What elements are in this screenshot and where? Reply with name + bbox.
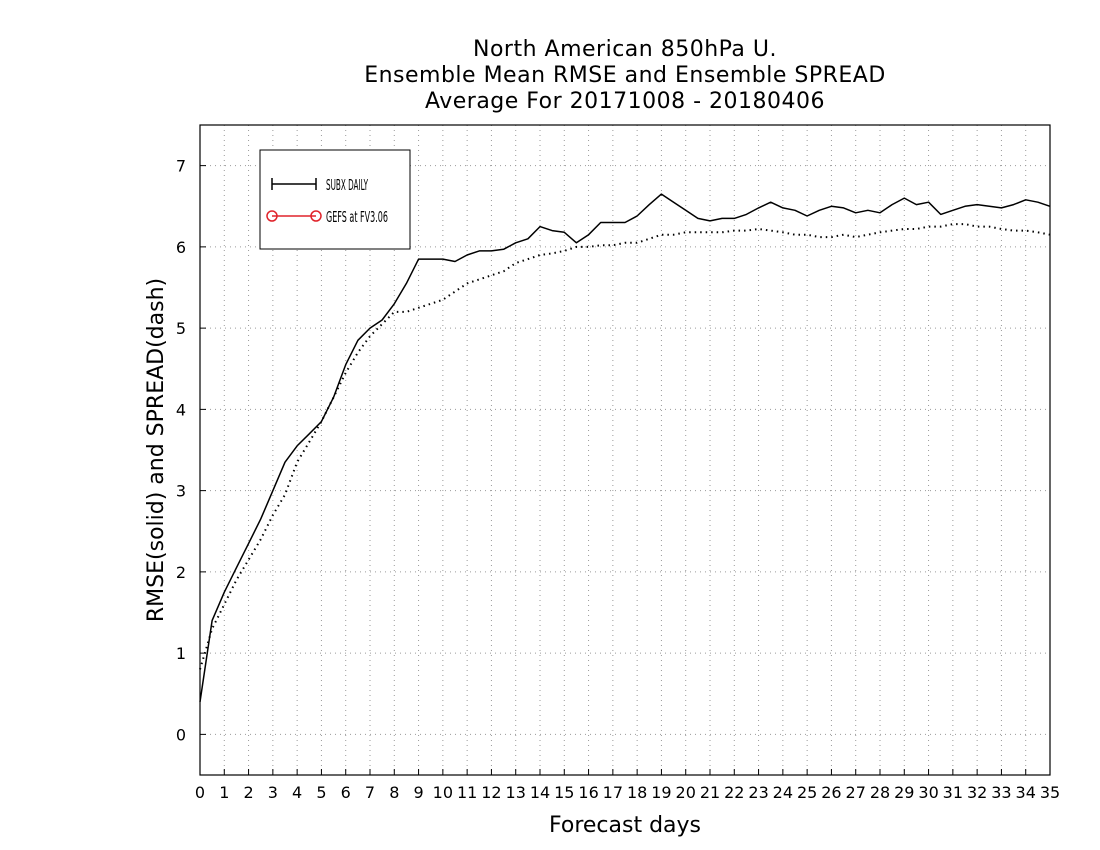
x-tick-label: 0 (195, 783, 205, 802)
chart-title-line-3: Average For 20171008 - 20180406 (424, 89, 826, 114)
legend-circle-marker-icon (266, 210, 278, 222)
y-axis-label: RMSE(solid) and SPREAD(dash) (144, 278, 169, 622)
x-tick-label: 34 (1016, 783, 1036, 802)
x-axis-ticks: 0 1 2 3 4 5 6 7 8 9 10 11 12 13 14 15 16 17 18 19 20 21 22 23 24… (195, 769, 1060, 802)
legend-label-gefs: GEFS at FV3.06 (326, 208, 388, 226)
x-tick-label: 6 (341, 783, 351, 802)
x-tick-label: 19 (651, 783, 671, 802)
legend-plus-marker-icon (271, 178, 317, 190)
y-tick-label: 0 (176, 725, 186, 744)
x-tick-label: 3 (268, 783, 278, 802)
x-tick-label: 22 (724, 783, 744, 802)
x-tick-label: 7 (365, 783, 375, 802)
x-tick-label: 29 (894, 783, 914, 802)
x-tick-label: 11 (457, 783, 477, 802)
x-tick-label: 1 (219, 783, 229, 802)
x-tick-label: 26 (821, 783, 841, 802)
x-tick-label: 5 (316, 783, 326, 802)
grid-lines (200, 125, 1050, 775)
x-tick-label: 28 (870, 783, 890, 802)
x-tick-label: 21 (700, 783, 720, 802)
x-tick-label: 16 (578, 783, 598, 802)
x-tick-label: 31 (943, 783, 963, 802)
y-tick-label: 3 (176, 482, 186, 501)
x-tick-label: 33 (991, 783, 1011, 802)
y-axis-ticks: 0 1 2 3 4 5 6 7 (176, 157, 206, 744)
y-tick-label: 1 (176, 644, 186, 663)
chart-title-line-2: Ensemble Mean RMSE and Ensemble SPREAD (364, 63, 886, 88)
y-tick-label: 4 (176, 400, 186, 419)
x-tick-label: 13 (506, 783, 526, 802)
series-line-spread (199, 223, 1051, 670)
x-tick-label: 20 (676, 783, 696, 802)
x-tick-label: 30 (918, 783, 938, 802)
legend-box (259, 149, 411, 250)
x-tick-label: 4 (292, 783, 302, 802)
x-tick-label: 27 (846, 783, 866, 802)
x-tick-label: 17 (603, 783, 623, 802)
x-tick-label: 8 (389, 783, 399, 802)
y-tick-label: 6 (176, 238, 186, 257)
chart-title-line-1: North American 850hPa U. (473, 37, 777, 62)
x-tick-label: 12 (481, 783, 501, 802)
x-tick-label: 18 (627, 783, 647, 802)
x-tick-label: 15 (554, 783, 574, 802)
legend-label-subx: SUBX DAILY (326, 176, 368, 194)
x-tick-label: 2 (243, 783, 253, 802)
x-axis-label: Forecast days (549, 813, 701, 838)
x-tick-label: 9 (413, 783, 423, 802)
legend-circle-marker-icon (310, 210, 322, 222)
x-tick-label: 14 (530, 783, 550, 802)
x-tick-label: 32 (967, 783, 987, 802)
x-tick-label: 35 (1040, 783, 1060, 802)
x-tick-label: 10 (433, 783, 453, 802)
y-tick-label: 5 (176, 319, 186, 338)
x-tick-label: 24 (773, 783, 793, 802)
series-line-rmse (199, 193, 1051, 703)
plot-frame (199, 124, 1051, 776)
x-tick-label: 25 (797, 783, 817, 802)
x-tick-label: 23 (748, 783, 768, 802)
y-tick-label: 2 (176, 563, 186, 582)
y-tick-label: 7 (176, 157, 186, 176)
series-layer (199, 193, 1051, 703)
legend: SUBX DAILY GEFS at FV3.06 (259, 149, 411, 250)
